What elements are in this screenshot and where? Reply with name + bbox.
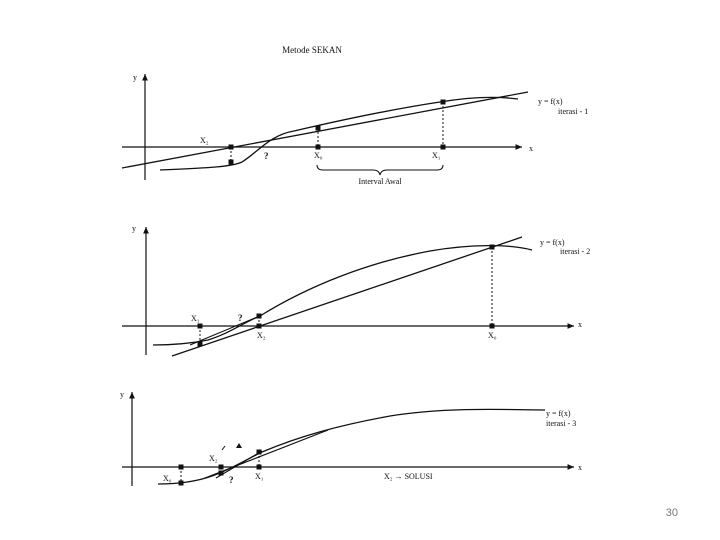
y-axis-label: y — [120, 390, 124, 399]
x2-axis-point — [256, 323, 262, 329]
x2-curve-point — [256, 313, 262, 319]
secant-line — [171, 236, 523, 357]
x0-label: X₀ — [488, 331, 497, 340]
x2-axis-point — [218, 464, 224, 470]
function-curve — [157, 408, 546, 485]
x-axis-label: x — [578, 463, 582, 472]
initial-interval-label: Interval Awal — [358, 177, 402, 186]
tick-mark — [221, 445, 226, 451]
x0-curve-point — [178, 480, 184, 486]
curve-label: y = f(x) — [538, 97, 563, 106]
function-curve — [152, 244, 533, 346]
diagram-title: Metode SEKAN — [282, 45, 342, 55]
x1-curve-point — [197, 341, 203, 347]
panel-iteration-3: y x X₀ X₂ X₁ ? X₂ → SOLUSI y = f(x) iter… — [120, 390, 582, 486]
x1-axis-point — [197, 323, 203, 329]
panel-iteration-2: y x X₁ X₂ X₀ ? y = f(x) iterasi - 2 — [122, 224, 590, 357]
x0-label: X₀ — [314, 151, 323, 160]
page-number: 30 — [665, 507, 678, 519]
iteration-label: iterasi - 3 — [546, 419, 576, 428]
x-axis-label: x — [578, 320, 582, 329]
y-axis-label: y — [133, 73, 137, 82]
solution-label: X₂ → SOLUSI — [384, 472, 433, 481]
initial-interval-brace — [316, 164, 444, 176]
x0-axis-point — [315, 144, 321, 150]
x1-axis-point — [440, 144, 446, 150]
x0-curve-point — [315, 125, 321, 131]
function-curve — [159, 96, 519, 171]
curve-label: y = f(x) — [540, 238, 565, 247]
y-axis-label: y — [132, 224, 136, 233]
x0-axis-point — [489, 323, 495, 329]
x2-axis-point — [228, 144, 234, 150]
x0-label: X₀ — [163, 474, 172, 483]
previous-secant-line — [189, 314, 263, 346]
root-question-mark: ? — [238, 313, 243, 323]
curve-label: y = f(x) — [546, 409, 571, 418]
secant-line — [204, 429, 329, 479]
x1-label: X₁ — [432, 151, 441, 160]
x2-label: X₂ — [209, 454, 218, 463]
iteration-label: iterasi - 2 — [560, 247, 590, 256]
x2-curve-point — [218, 470, 224, 476]
x2-label: X₂ — [200, 136, 209, 145]
root-question-mark: ? — [264, 151, 269, 161]
secant-line — [121, 91, 529, 169]
iteration-label: iterasi - 1 — [558, 107, 588, 116]
x1-label: X₁ — [191, 314, 200, 323]
x-axis-label: x — [529, 144, 533, 153]
root-question-mark: ? — [229, 475, 234, 485]
small-triangle-marker — [236, 443, 242, 448]
x1-curve-point — [256, 449, 262, 455]
panel-iteration-1: y x X₂ X₀ X₁ ? y = f(x) iterasi - 1 Inte… — [121, 73, 588, 186]
x0-axis-point — [178, 464, 184, 470]
x0-curve-point — [489, 244, 495, 250]
x1-axis-point — [256, 464, 262, 470]
x2-label: X₂ — [257, 331, 266, 340]
x2-curve-point — [228, 159, 234, 165]
previous-secant-line — [215, 450, 263, 479]
x1-label: X₁ — [255, 472, 264, 481]
x1-curve-point — [440, 99, 446, 105]
